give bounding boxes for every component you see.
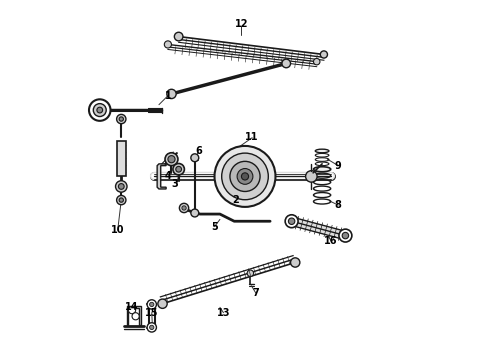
Circle shape <box>116 181 127 192</box>
Circle shape <box>119 117 123 121</box>
Text: 14: 14 <box>125 302 139 312</box>
Circle shape <box>149 325 154 329</box>
Circle shape <box>165 153 178 166</box>
Ellipse shape <box>315 149 329 153</box>
Circle shape <box>342 232 349 239</box>
Circle shape <box>164 41 171 48</box>
Ellipse shape <box>314 167 331 172</box>
Circle shape <box>314 58 320 65</box>
Circle shape <box>167 89 176 99</box>
Circle shape <box>247 270 254 276</box>
Circle shape <box>173 163 184 175</box>
Text: 10: 10 <box>111 225 124 235</box>
Circle shape <box>97 107 102 113</box>
Circle shape <box>117 195 126 205</box>
Circle shape <box>174 32 183 41</box>
Circle shape <box>221 153 269 200</box>
Text: 9: 9 <box>335 161 342 171</box>
Circle shape <box>149 302 154 307</box>
Text: 8: 8 <box>335 200 342 210</box>
Circle shape <box>191 209 199 217</box>
Text: 11: 11 <box>245 132 259 142</box>
Circle shape <box>168 156 175 163</box>
Text: 13: 13 <box>217 308 230 318</box>
Circle shape <box>242 173 248 180</box>
Circle shape <box>182 206 186 210</box>
Circle shape <box>285 215 298 228</box>
Text: 2: 2 <box>233 195 240 205</box>
Circle shape <box>158 299 167 309</box>
Circle shape <box>119 198 123 202</box>
Circle shape <box>291 258 300 267</box>
Circle shape <box>128 307 136 314</box>
Circle shape <box>119 184 124 189</box>
Text: 4: 4 <box>165 171 172 181</box>
Circle shape <box>117 114 126 124</box>
Text: 15: 15 <box>145 308 158 318</box>
Circle shape <box>215 146 275 207</box>
Text: 7: 7 <box>252 288 259 298</box>
Circle shape <box>147 300 156 309</box>
Circle shape <box>282 59 291 68</box>
Polygon shape <box>157 164 166 189</box>
Polygon shape <box>117 141 126 176</box>
Circle shape <box>147 323 156 332</box>
Circle shape <box>89 99 111 121</box>
Text: 6: 6 <box>195 146 202 156</box>
Circle shape <box>237 168 253 184</box>
Circle shape <box>93 104 106 117</box>
Text: 16: 16 <box>324 236 338 246</box>
Circle shape <box>339 229 352 242</box>
Circle shape <box>289 218 295 225</box>
Text: 5: 5 <box>211 222 218 231</box>
Polygon shape <box>126 306 141 325</box>
Circle shape <box>306 171 317 182</box>
Text: 3: 3 <box>172 179 178 189</box>
Text: 1: 1 <box>165 91 172 101</box>
Circle shape <box>320 51 327 58</box>
Circle shape <box>132 313 139 320</box>
Circle shape <box>176 166 181 172</box>
Text: 12: 12 <box>235 19 248 29</box>
Circle shape <box>191 154 199 162</box>
Circle shape <box>179 203 189 213</box>
Circle shape <box>230 161 260 192</box>
